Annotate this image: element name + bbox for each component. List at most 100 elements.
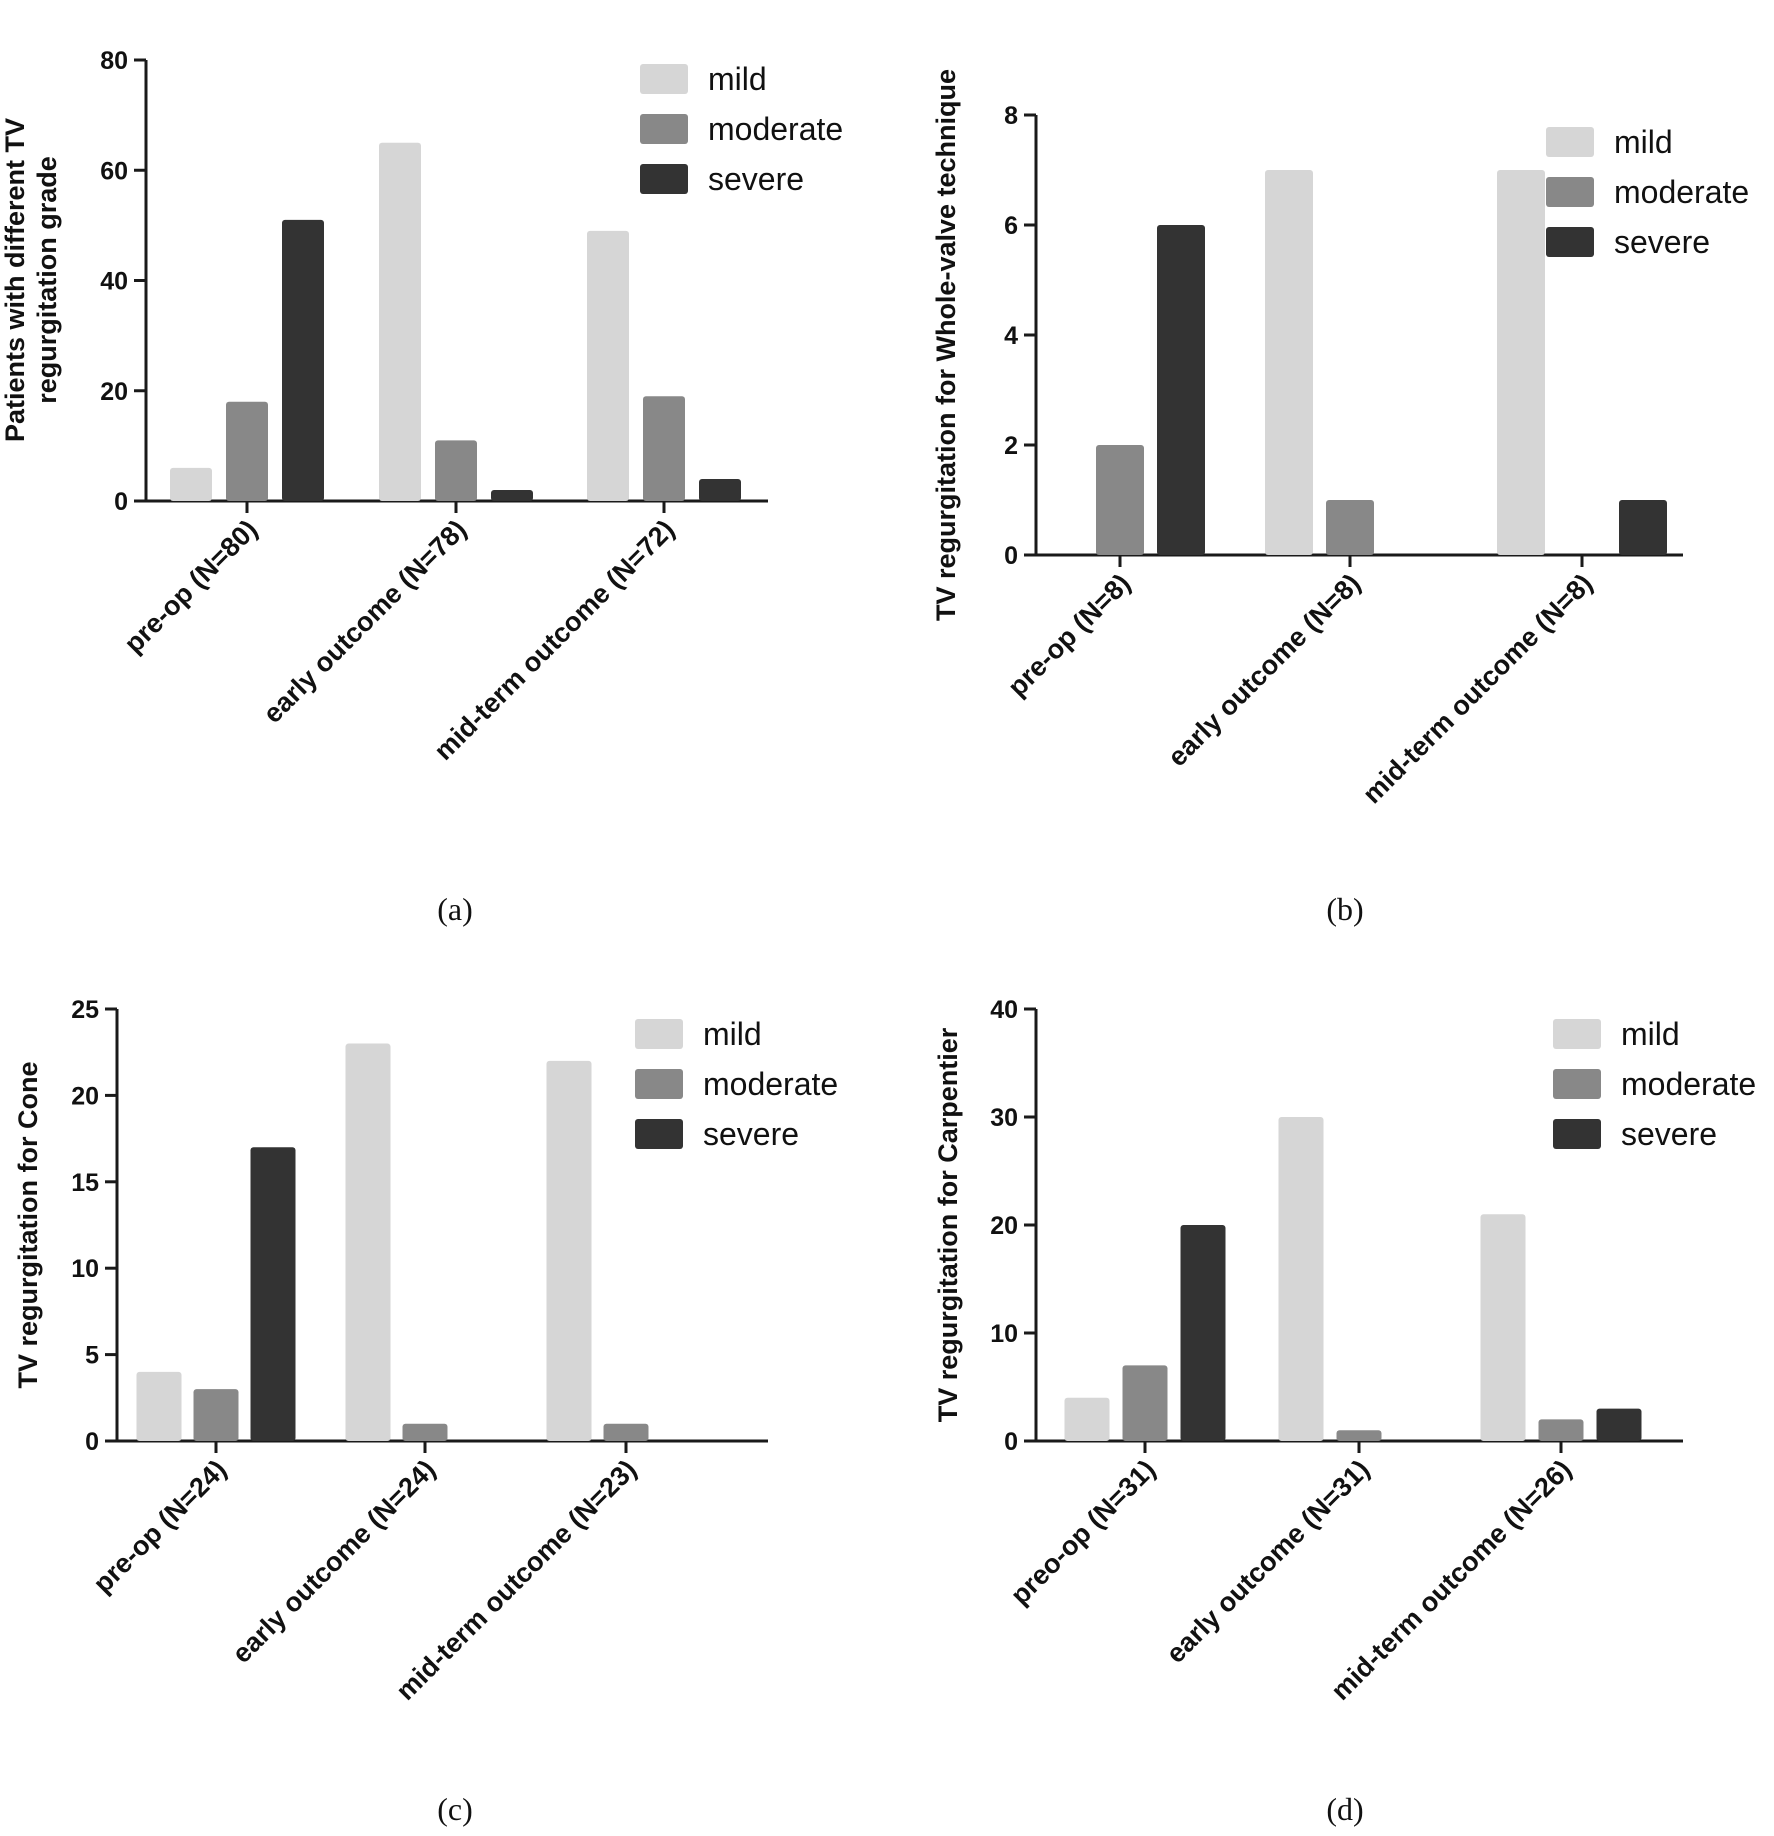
legend-label-moderate: moderate [703,1066,838,1102]
bar-severe-3 [699,478,741,501]
bar-severe-2 [491,489,533,501]
panel-label: (c) [437,1791,473,1827]
legend-swatch-moderate [635,1069,683,1099]
panel-label: (a) [437,891,473,927]
x-category-label: early outcome (N=8) [1162,568,1366,772]
y-tick-label: 8 [1004,102,1018,130]
legend-swatch-mild [1553,1019,1601,1049]
bar-severe-1 [1157,225,1205,555]
legend-label-severe: severe [703,1116,799,1152]
legend-swatch-moderate [1553,1069,1601,1099]
legend-label-moderate: moderate [1621,1066,1756,1102]
bar-moderate-1 [193,1389,239,1441]
legend-label-moderate: moderate [1614,174,1749,210]
bar-mild-1 [1064,1397,1110,1441]
y-tick-label: 10 [71,1255,99,1283]
legend-swatch-moderate [1546,177,1594,207]
y-axis-title: TV regurgitation for Carpentier [933,1027,963,1422]
bar-mild-3 [1480,1214,1526,1441]
legend-label-severe: severe [1621,1116,1717,1152]
bar-mild-3 [1497,170,1545,555]
y-tick-label: 40 [100,268,128,296]
legend-swatch-severe [1553,1119,1601,1149]
chart-panel-2: 0 2 4 6 8 pre-op (N=8) early outcome (N=8)mid-… [931,69,1749,927]
x-category-label: pre-op (N=24) [87,1454,232,1599]
y-tick-label: 20 [100,378,128,406]
legend-swatch-moderate [640,114,688,144]
bar-moderate-2 [1336,1430,1382,1441]
legend-swatch-mild [635,1019,683,1049]
x-category-label: pre-op (N=8) [1002,568,1136,702]
x-category-label: early outcome (N=24) [226,1454,441,1669]
bar-severe-1 [250,1147,296,1441]
legend: mild moderate severe [635,1016,838,1152]
legend-label-mild: mild [708,61,767,97]
y-tick-label: 20 [990,1212,1018,1240]
x-category-label: pre-op (N=80) [118,514,263,659]
legend-label-mild: mild [1614,124,1673,160]
y-axis-title: Patients with different TV [0,118,30,442]
x-category-label: preo-op (N=31) [1005,1454,1161,1610]
chart-panel-1: 0 20 40 60 80 pre-op (N=80)early outcome (N=7… [0,47,843,927]
legend: mild moderate severe [1553,1016,1756,1152]
legend-swatch-mild [640,64,688,94]
y-axis-title: TV regurgitation for Cone [13,1062,43,1389]
y-tick-label: 20 [71,1082,99,1110]
y-axis-title: regurgitation grade [32,156,62,404]
x-category-label: mid-term outcome (N=72) [428,514,680,766]
legend-swatch-severe [640,164,688,194]
legend-swatch-severe [1546,227,1594,257]
bar-severe-3 [1619,500,1667,555]
y-tick-label: 80 [100,47,128,75]
bar-mild-2 [345,1043,391,1441]
y-tick-label: 25 [71,996,99,1024]
panel-label: (b) [1326,891,1363,927]
x-category-label: mid-term outcome (N=8) [1357,568,1598,809]
y-tick-label: 0 [1004,1428,1018,1456]
bar-moderate-2 [435,440,477,501]
y-tick-label: 15 [71,1169,99,1197]
legend-label-severe: severe [1614,224,1710,260]
bar-mild-2 [1265,170,1313,555]
x-category-label: mid-term outcome (N=26) [1325,1454,1577,1706]
bar-moderate-3 [603,1423,649,1441]
x-category-label: mid-term outcome (N=23) [390,1454,642,1706]
bar-mild-3 [587,230,629,501]
y-tick-label: 0 [1004,542,1018,570]
y-tick-label: 4 [1004,322,1018,350]
x-category-label: early outcome (N=31) [1160,1454,1375,1669]
y-tick-label: 5 [85,1342,99,1370]
bar-moderate-2 [402,1423,448,1441]
bar-moderate-2 [1326,500,1374,555]
chart-panel-4: 0 10 20 30 40 preo-op (N=31) early outcome (N=… [933,996,1756,1827]
bar-moderate-1 [1096,445,1144,555]
y-tick-label: 60 [100,157,128,185]
bar-moderate-3 [1538,1419,1584,1441]
bar-moderate-3 [643,396,685,501]
y-axis-title: TV regurgitation for Whole-valve techniq… [931,69,961,621]
panel-label: (d) [1326,1791,1363,1827]
bar-mild-3 [546,1060,592,1441]
legend: mild moderate severe [1546,124,1749,260]
chart-panel-3: 0 5 10 15 20 25 pre-op (N=24)early outcome (N=… [13,996,838,1827]
y-tick-label: 6 [1004,212,1018,240]
bar-severe-1 [282,219,324,502]
bar-severe-3 [1596,1408,1642,1441]
y-tick-label: 30 [990,1104,1018,1132]
legend-swatch-severe [635,1119,683,1149]
y-tick-label: 0 [85,1428,99,1456]
bar-mild-2 [379,142,421,501]
y-tick-label: 40 [990,996,1018,1024]
bar-mild-1 [136,1371,182,1441]
legend-swatch-mild [1546,127,1594,157]
legend: mild moderate severe [640,61,843,197]
bar-mild-1 [170,467,212,501]
legend-label-moderate: moderate [708,111,843,147]
bar-moderate-1 [226,401,268,501]
bar-mild-2 [1278,1117,1324,1441]
y-tick-label: 2 [1004,432,1018,460]
legend-label-mild: mild [703,1016,762,1052]
y-tick-label: 0 [114,488,128,516]
bar-moderate-1 [1122,1365,1168,1441]
